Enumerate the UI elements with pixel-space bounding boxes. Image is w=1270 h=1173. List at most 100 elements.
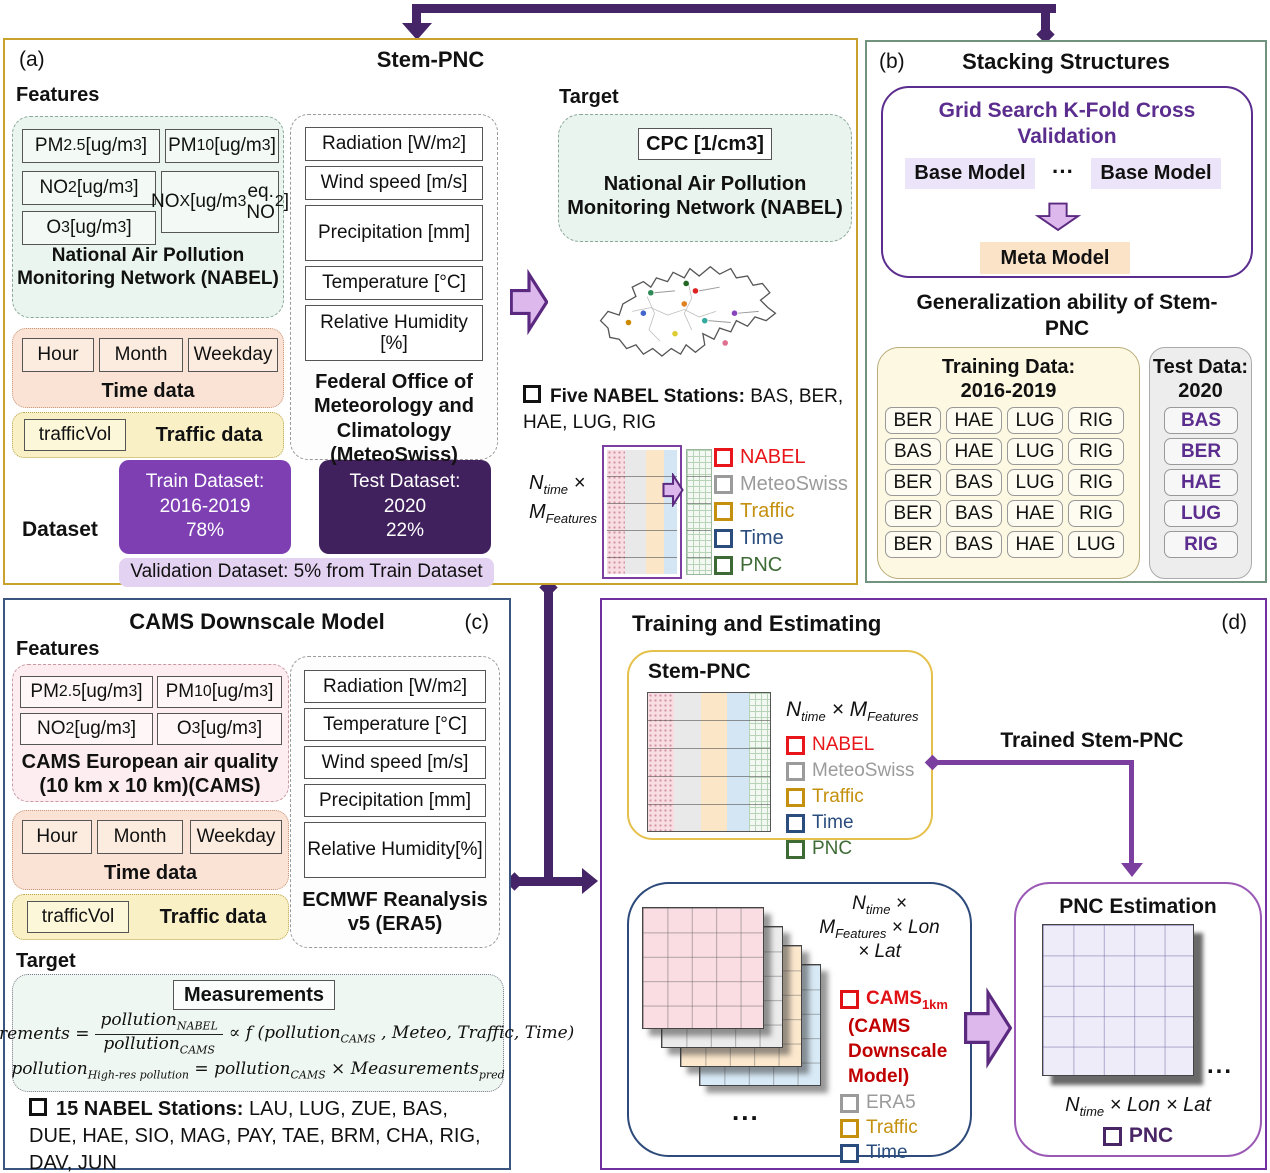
cams-chip-no2: NO 2 [ug/m 3] [20,713,153,745]
matrix-dims-a-line1: Ntime × [529,472,586,497]
pnc-estimation-box [1014,882,1262,1157]
test-data-title: Test Data: 2020 [1149,355,1252,404]
five-stations-bold: Five NABEL Stations: [550,386,745,407]
measurements-title-chip: Measurements [173,980,335,1010]
time-chip-weekday-c: Weekday [190,820,282,854]
legend-swatch-traffic [714,502,733,521]
legend-swatch-pnc [714,556,733,575]
legend-d-nabel: NABEL [786,734,874,756]
feature-chip-nox: NO X [ug/m 3 eq. NO 2] [151,171,289,233]
legend-swatch [786,839,805,859]
legend-swatch [786,735,805,755]
connector-top-left-vertical [412,4,421,24]
formula1-numerator: pollutionNABEL [95,1011,223,1035]
nabel-caption: National Air Pollution Monitoring Networ… [17,245,279,290]
cube-dims-line2: MFeatures × Lon [819,916,940,941]
switzerland-map [599,265,777,357]
legend-label-meteoswiss: MeteoSwiss [740,473,848,495]
feature-matrix-a [602,445,714,579]
time-caption-a: Time data [101,380,195,402]
checkbox-square-icon [29,1098,47,1116]
block-arrow-matrix-a [662,473,684,507]
trained-arrow-horizontal [933,760,1134,765]
target-heading-a: Target [559,86,619,108]
train-chip: BAS [885,438,941,465]
train-chip: HAE [946,407,1002,434]
train-chip: LUG [1007,438,1063,465]
cube-ellipsis: ... [732,1096,760,1126]
test-chip: LUG [1164,500,1238,527]
formula1-denominator: pollutionCAMS [103,1033,215,1056]
time-chip-month: Month [99,338,183,372]
legend-item-traffic: Traffic [714,500,794,523]
test-dataset-line3: 22% [385,520,425,542]
fifteen-stations-bold: 15 NABEL Stations: [56,1098,244,1120]
feature-chip-no2: NO 2 [ug/m 3] [22,171,156,205]
legend-swatch [840,1143,859,1163]
block-arrow-features-to-target [510,268,548,336]
train-chip: BER [885,469,941,496]
formula1-fraction: pollutionNABEL pollutionCAMS [95,1011,223,1056]
test-dataset-line2: 2020 [383,495,427,517]
panel-stacking-structures: (b) Stacking Structures Grid Search K-Fo… [865,40,1267,583]
cube-legend-era5: ERA5 [840,1092,916,1114]
test-chip: BER [1164,438,1238,465]
legend-swatch [840,1118,859,1138]
train-chip: HAE [1007,500,1063,527]
panel-d-title: Training and Estimating [632,611,882,636]
meteo-chip-radiation: Radiation [W/m 2] [305,127,483,161]
pnc-legend: PNC [1014,1124,1262,1148]
base-model-2-label: Base Model [1100,162,1212,184]
matrix-col-pnc [686,449,712,575]
legend-label: PNC [1128,1124,1174,1147]
legend-label: Traffic [866,1117,918,1138]
training-data-title-line1: Training Data: [941,356,1076,378]
legend-d-traffic: Traffic [786,786,864,808]
time-caption-c: Time data [104,862,197,884]
era5-caption: ECMWF Reanalysis v5 (ERA5) [302,889,488,936]
base-model-1: Base Model [905,158,1035,189]
panel-c-label: (c) [464,611,490,634]
measurements-formula-1: Measurements = pollutionNABEL pollutionC… [0,1011,574,1056]
checkbox-square-icon [523,385,541,403]
matrix-col-meteoswiss [625,450,646,574]
connector-arrowhead-into-d [582,868,598,894]
formula2-text: pollutionHigh-res pollution = pollutionC… [11,1058,505,1082]
pnc-estimation-title: PNC Estimation [1059,895,1217,918]
cube-legend-cams: CAMS1km [840,988,948,1012]
test-chip: HAE [1164,469,1238,496]
matrix-col-traffic-d [701,693,727,831]
legend-swatch [786,761,805,781]
cube-dims: Ntime × MFeatures × Lon × Lat [797,893,962,963]
cube-legend-traffic: Traffic [840,1117,918,1139]
feature-matrix-d [647,692,771,832]
legend-swatch-meteoswiss [714,475,733,494]
dataset-label: Dataset [22,518,98,541]
legend-label: Time [812,812,854,833]
traffic-chip-c: trafficVol [27,901,129,933]
panel-a-label: (a) [19,48,45,71]
legend-d-meteoswiss: MeteoSwiss [786,760,914,782]
pnc-estimation-grid [1042,924,1194,1076]
connector-arrowhead-into-a [402,23,432,40]
cube-legend-cams-sub-line3: Model) [848,1066,910,1088]
matrix-rowlines-pnc [687,450,711,574]
connector-top-right-vertical [1041,4,1050,30]
cams-chip-pm25: PM 2.5 [ug/m 3] [20,676,153,708]
cams-caption: CAMS European air quality (10 km x 10 km… [21,751,279,798]
legend-label: NABEL [812,734,875,755]
base-models-ellipsis-text: ··· [1052,158,1074,184]
train-chip: RIG [1068,469,1124,496]
legend-swatch-nabel [714,448,733,467]
cams-chip-pm10: PM 10 [ug/m 3] [157,676,282,708]
cube-legend-cams-sub: (CAMS Downscale Model) [848,1014,947,1089]
matrix-col-meteoswiss-d [673,693,702,831]
train-chip: BER [885,531,941,558]
matrix-col-nabel-d [648,693,674,831]
five-stations-text: Five NABEL Stations: BAS, BER, HAE, LUG,… [523,384,861,436]
fifteen-stations-text: 15 NABEL Stations: LAU, LUG, ZUE, BAS, D… [29,1096,495,1173]
time-chip-month-c: Month [97,820,183,854]
base-models-ellipsis: ··· [1039,156,1087,187]
legend-item-meteoswiss: MeteoSwiss [714,473,848,496]
